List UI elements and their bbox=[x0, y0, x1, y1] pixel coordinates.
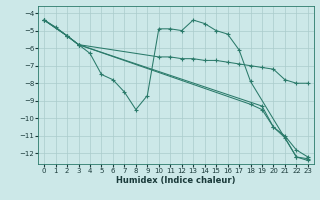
X-axis label: Humidex (Indice chaleur): Humidex (Indice chaleur) bbox=[116, 176, 236, 185]
